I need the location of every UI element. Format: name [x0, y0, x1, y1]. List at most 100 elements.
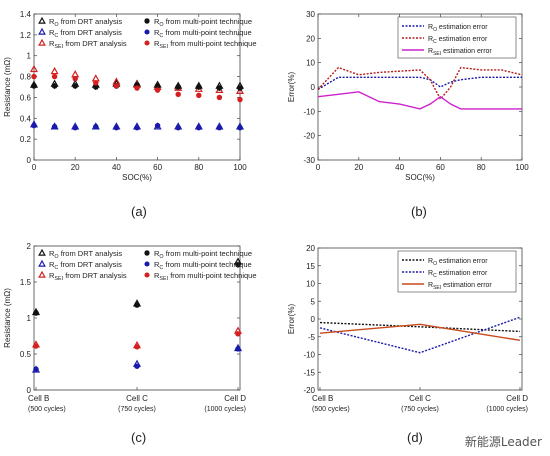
- x-tick-sublabel: (750 cycles): [118, 406, 156, 413]
- data-point: [92, 84, 99, 90]
- panel-label-b: (b): [411, 204, 427, 219]
- y-axis-label: Resistance (mΩ): [3, 57, 12, 117]
- y-tick-label: 0: [311, 315, 316, 324]
- legend: RO estimation error RC estimation error RS…: [397, 250, 517, 293]
- legend-marker: [38, 259, 46, 267]
- legend-label: RSEI estimation error: [428, 48, 492, 57]
- y-tick-label: 0.8: [20, 73, 32, 82]
- data-point: [134, 302, 140, 308]
- legend-marker: [144, 29, 150, 35]
- x-tick-label: Cell B: [28, 394, 49, 403]
- legend-marker: [38, 270, 46, 278]
- chart-b: -30 -20 -10 0 10 20 30 0 20 40 60 80 100 SOC(%) Error(…: [287, 10, 529, 182]
- x-tick-label: 100: [515, 163, 529, 172]
- data-point: [154, 122, 161, 129]
- x-tick-label: 40: [112, 163, 121, 172]
- data-point: [113, 124, 120, 131]
- data-point: [31, 122, 37, 129]
- legend-label: RC estimation error: [428, 270, 488, 279]
- y-axis-label: Resistance (mΩ): [3, 288, 12, 348]
- y-axis-label: Error(%): [287, 304, 296, 335]
- y-tick-label: 1.2: [20, 31, 32, 40]
- legend-label: RO estimation error: [428, 24, 488, 33]
- legend-label: RSEI from multi-point technique: [154, 271, 257, 282]
- y-tick-label: 1.5: [20, 278, 32, 287]
- y-tick-label: 20: [306, 244, 315, 253]
- data-point: [235, 86, 245, 95]
- data-point: [31, 73, 37, 80]
- y-tick-label: -30: [303, 156, 315, 165]
- series-markers: [31, 122, 243, 131]
- x-tick-label: 80: [477, 163, 486, 172]
- watermark-text: 新能源Leader: [464, 435, 542, 449]
- x-tick-label: 0: [316, 163, 321, 172]
- y-tick-label: 20: [306, 34, 315, 43]
- data-point: [196, 124, 202, 131]
- legend: RO estimation error RC estimation error RS…: [397, 16, 517, 59]
- legend-label: RSEI from DRT analysis: [49, 271, 127, 282]
- y-tick-label: 2: [27, 242, 32, 251]
- y-tick-label: -10: [303, 107, 315, 116]
- data-point: [33, 366, 39, 372]
- data-point: [50, 66, 59, 75]
- series-markers: [33, 346, 241, 372]
- legend-label: RC from multi-point technique: [154, 28, 252, 39]
- x-axis-label: SOC(%): [405, 173, 435, 182]
- y-axis-label: Error(%): [287, 72, 296, 103]
- data-point: [235, 261, 241, 268]
- x-tick-label: 100: [233, 163, 247, 172]
- data-point: [175, 84, 182, 90]
- y-tick-label: -15: [303, 368, 315, 377]
- data-point: [237, 85, 243, 91]
- data-point: [237, 96, 243, 103]
- y-tick-label: 0.4: [20, 114, 32, 123]
- data-point: [93, 80, 99, 86]
- data-point: [235, 346, 241, 352]
- x-tick-sublabel: (1000 cycles): [204, 406, 246, 413]
- data-point: [154, 87, 161, 93]
- y-tick-label: 1: [27, 52, 32, 61]
- legend-label: RSEI from DRT analysis: [49, 39, 127, 50]
- y-tick-label: 15: [306, 262, 315, 271]
- data-point: [33, 343, 39, 349]
- y-tick-label: 30: [306, 10, 315, 19]
- data-point: [216, 124, 223, 131]
- y-tick-label: 0: [311, 83, 316, 92]
- data-point: [237, 124, 243, 131]
- y-tick-label: 0.2: [20, 135, 32, 144]
- data-point: [216, 85, 223, 91]
- x-tick-sublabel: (1000 cycles): [486, 406, 528, 413]
- y-tick-label: -20: [303, 132, 315, 141]
- y-tick-label: 0: [27, 386, 32, 395]
- series-line: [317, 76, 522, 91]
- legend-label: RC estimation error: [428, 36, 488, 45]
- data-point: [235, 331, 241, 337]
- x-tick-label: 0: [32, 163, 37, 172]
- data-point: [134, 363, 140, 369]
- x-tick-label: 40: [395, 163, 404, 172]
- y-tick-label: 0.5: [20, 350, 32, 359]
- y-tick-label: 5: [311, 297, 316, 306]
- data-point: [113, 83, 120, 89]
- legend-marker: [144, 250, 150, 256]
- series-line: [317, 66, 523, 101]
- legend-marker: [144, 272, 150, 278]
- x-tick-sublabel: (750 cycles): [401, 406, 439, 413]
- data-point: [154, 83, 161, 89]
- data-point: [134, 124, 140, 131]
- legend-marker: [38, 38, 46, 46]
- data-point: [72, 75, 78, 82]
- x-tick-label: Cell D: [506, 394, 528, 403]
- series-line: [319, 321, 521, 333]
- panel-label-a: (a): [131, 204, 147, 219]
- legend-label: RC from DRT analysis: [49, 28, 122, 39]
- data-point: [175, 124, 181, 131]
- data-point: [31, 83, 37, 89]
- legend-marker: [38, 27, 46, 35]
- series-markers: [33, 331, 241, 350]
- data-point: [51, 73, 58, 80]
- x-tick-label: Cell B: [312, 394, 333, 403]
